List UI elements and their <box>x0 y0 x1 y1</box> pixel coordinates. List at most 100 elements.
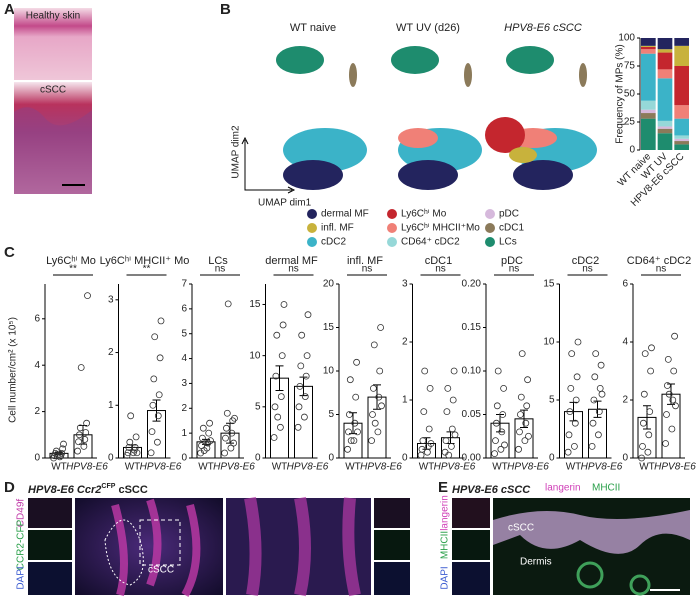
bar-segment <box>657 133 673 150</box>
y-tick-label: 0 <box>622 453 628 464</box>
region-label: cSCC <box>148 565 174 576</box>
data-point <box>151 333 159 341</box>
bar-segment <box>657 69 673 79</box>
panel-label: A <box>4 1 15 18</box>
axis-label: Cell number/cm² (x 10⁵) <box>8 317 19 423</box>
bar-segment <box>674 135 689 139</box>
data-point <box>347 437 355 445</box>
data-point <box>350 437 358 445</box>
data-point <box>277 393 285 400</box>
data-point <box>639 442 646 450</box>
legend-swatch <box>307 237 317 247</box>
data-point <box>447 442 455 450</box>
stain-pattern <box>111 498 201 597</box>
data-point <box>517 393 525 401</box>
data-point <box>80 442 88 450</box>
legend-label: CD64⁺ cDC2 <box>401 237 460 248</box>
data-point <box>418 445 426 453</box>
y-tick-label: 0.15 <box>462 322 482 333</box>
legend-label: pDC <box>499 209 519 220</box>
data-point <box>345 428 352 436</box>
panel-label: D <box>4 479 15 496</box>
legend-label: cDC1 <box>499 223 524 234</box>
merged-image <box>493 498 690 595</box>
bar-segment <box>657 38 673 50</box>
error-bar <box>520 409 528 429</box>
data-point <box>222 434 229 442</box>
data-point <box>376 367 384 375</box>
data-point <box>492 419 500 427</box>
umap-title: HPV8-E6 cSCC <box>504 22 582 34</box>
x-tick-label: WT <box>198 462 214 473</box>
data-point <box>368 437 376 445</box>
y-tick-label: 6 <box>622 279 628 290</box>
data-point <box>588 442 596 450</box>
data-point <box>369 384 377 392</box>
plot-title: LCs <box>208 255 228 267</box>
legend-swatch <box>485 237 495 247</box>
data-point <box>76 431 83 439</box>
data-point <box>378 402 385 410</box>
data-point <box>298 331 306 339</box>
y-tick-label: 20 <box>323 279 335 290</box>
data-point <box>133 449 141 457</box>
data-point <box>132 433 140 441</box>
data-point <box>498 428 506 436</box>
plot-title: CD64⁺ cDC2 <box>627 255 692 267</box>
y-tick-label: 0.20 <box>462 279 482 290</box>
umap-cluster <box>283 160 343 190</box>
axis-label: UMAP dim1 <box>258 198 312 209</box>
y-tick-label: 100 <box>618 33 635 44</box>
data-point <box>491 450 499 458</box>
panel-label: B <box>220 1 231 18</box>
bar-segment <box>657 126 673 129</box>
data-point <box>449 396 457 404</box>
data-point <box>573 373 581 381</box>
data-point <box>75 438 82 446</box>
data-point <box>301 393 309 400</box>
y-tick-label: 0 <box>328 453 334 464</box>
data-point <box>59 445 66 453</box>
bar-segment <box>674 118 689 136</box>
bar-segment <box>641 49 656 54</box>
significance: ** <box>143 264 151 275</box>
bar <box>294 385 313 459</box>
tumor-region <box>14 107 92 194</box>
y-tick-label: 0 <box>255 453 261 464</box>
bar-segment <box>657 52 673 70</box>
data-point <box>646 408 654 416</box>
y-tick-label: 6 <box>181 303 187 314</box>
panel-title: HPV8-E6 Ccr2CFP cSCC <box>28 483 148 496</box>
data-point <box>668 425 676 433</box>
y-tick-label: 4 <box>622 337 628 348</box>
data-point <box>224 300 232 308</box>
data-point <box>300 413 308 421</box>
x-tick-label: WT <box>125 462 141 473</box>
data-point <box>230 439 238 447</box>
channel-image <box>374 562 410 595</box>
x-tick-label: WT <box>272 462 288 473</box>
data-point <box>647 367 654 375</box>
umap-cluster <box>391 46 439 74</box>
plot-title: Ly6Cʰⁱ MHCII⁺ Mo <box>100 255 190 267</box>
data-point <box>564 448 572 456</box>
data-point <box>200 447 208 454</box>
plot-title: cDC1 <box>425 255 453 267</box>
data-point <box>303 352 311 360</box>
error-bar <box>202 438 210 445</box>
x-tick-label: HPV8-E6 <box>581 462 623 473</box>
channel-image <box>452 530 490 560</box>
data-point <box>572 396 580 404</box>
data-point <box>590 396 598 404</box>
y-tick-label: 5 <box>549 395 555 406</box>
channel-image <box>28 498 72 528</box>
x-tick-label: HPV8-E6 <box>213 462 255 473</box>
panel-title: HPV8-E6 cSCC <box>452 484 531 496</box>
data-point <box>344 445 352 453</box>
data-point <box>595 408 603 416</box>
data-point <box>571 419 579 427</box>
data-point <box>231 414 238 422</box>
data-point <box>271 403 279 411</box>
data-point <box>500 384 508 392</box>
data-point <box>294 423 302 431</box>
